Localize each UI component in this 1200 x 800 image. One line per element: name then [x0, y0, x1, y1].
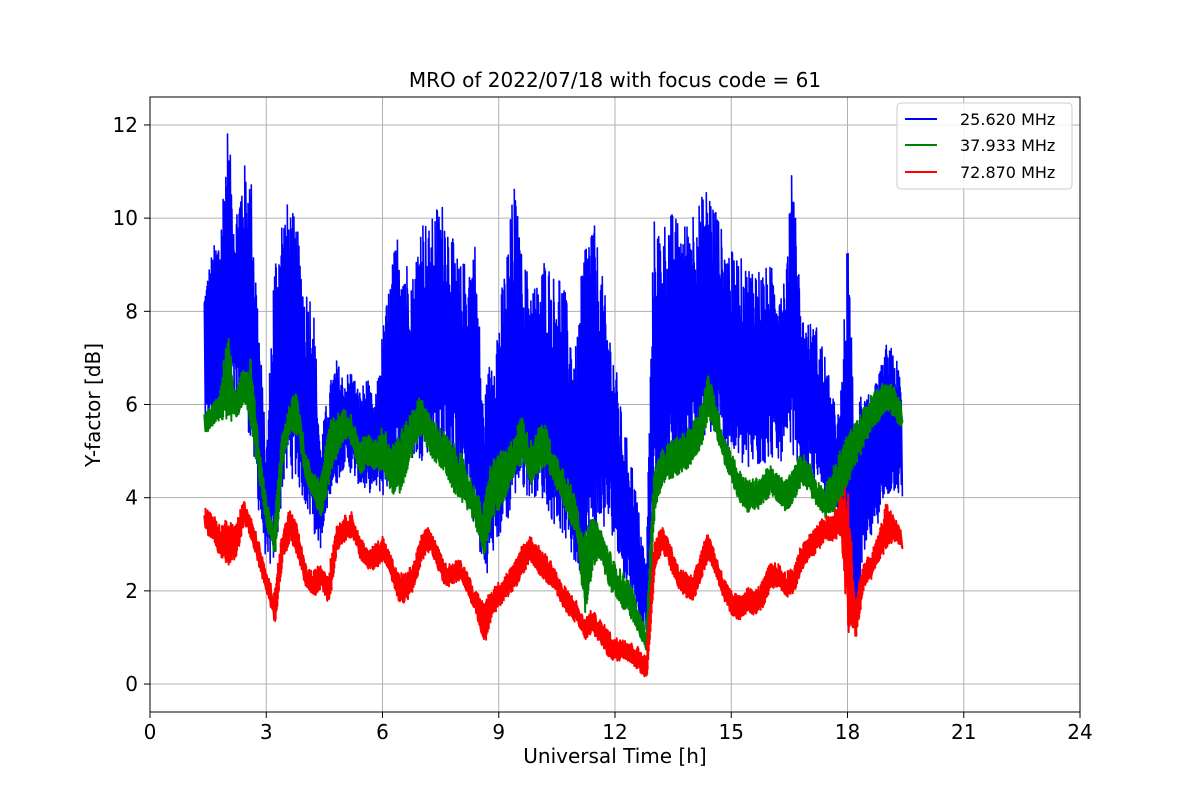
legend: 25.620 MHz 37.933 MHz 72.870 MHz [896, 102, 1073, 190]
y-tick-label: 2 [125, 579, 138, 603]
legend-entry-37-933: 37.933 MHz [905, 136, 1055, 155]
y-tick-label: 4 [125, 486, 138, 510]
x-tick-label: 15 [719, 720, 744, 744]
y-tick-label: 8 [125, 299, 138, 323]
legend-label-25-620: 25.620 MHz [960, 110, 1055, 129]
x-tick-label: 9 [492, 720, 505, 744]
legend-entry-25-620: 25.620 MHz [905, 110, 1055, 129]
x-tick-label: 3 [260, 720, 273, 744]
legend-entry-72-870: 72.870 MHz [905, 163, 1055, 182]
x-tick-label: 0 [144, 720, 157, 744]
x-axis-ticks: 0 3 6 9 12 15 18 21 24 [144, 712, 1093, 744]
x-axis-label: Universal Time [h] [523, 744, 706, 768]
x-tick-label: 18 [835, 720, 860, 744]
y-tick-label: 12 [113, 113, 138, 137]
chart-title: MRO of 2022/07/18 with focus code = 61 [409, 68, 821, 92]
legend-box [896, 102, 1073, 190]
legend-label-37-933: 37.933 MHz [960, 136, 1055, 155]
y-tick-label: 10 [113, 206, 138, 230]
series-line-37-933-mhz [203, 337, 904, 651]
y-axis-ticks: 0 2 4 6 8 10 12 [113, 113, 150, 696]
y-tick-label: 0 [125, 672, 138, 696]
x-tick-label: 21 [951, 720, 976, 744]
y-tick-label: 6 [125, 393, 138, 417]
x-tick-label: 24 [1067, 720, 1092, 744]
plot-series [203, 133, 904, 678]
x-tick-label: 12 [602, 720, 627, 744]
legend-label-72-870: 72.870 MHz [960, 163, 1055, 182]
series-line-25-620-mhz [203, 133, 904, 630]
y-axis-label: Y-factor [dB] [81, 343, 105, 468]
x-tick-label: 6 [376, 720, 389, 744]
series-line-72-870-mhz [203, 486, 904, 678]
